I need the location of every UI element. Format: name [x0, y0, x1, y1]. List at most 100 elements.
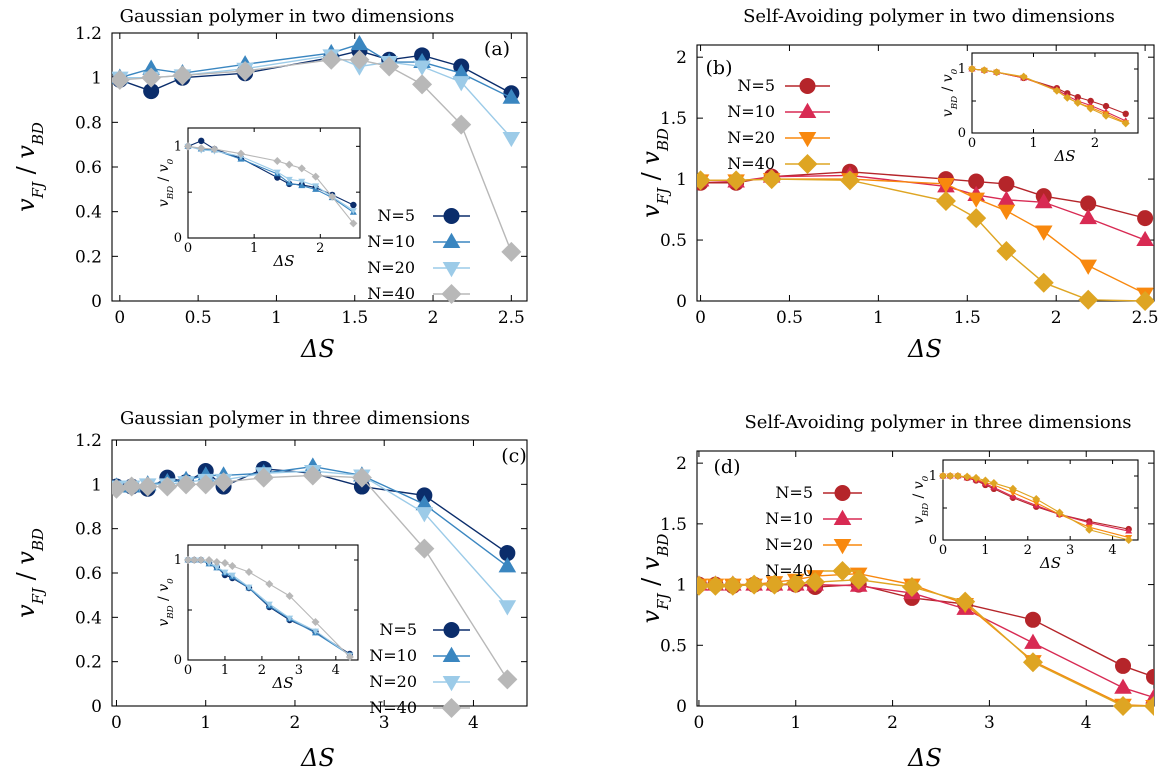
panel-b-ytick-label: 2	[676, 48, 687, 68]
panel-c-xtick-label: 3	[379, 713, 390, 733]
panel-c-inset-xlabel: ΔS	[271, 674, 293, 692]
panel-b-series-1-point	[997, 190, 1016, 206]
panel-b-series-1-line	[700, 174, 1146, 241]
panel-b-inset-series-0-point	[1102, 102, 1110, 110]
panel-a-inset-series-3-point	[311, 172, 320, 181]
panel-d-series-2-line	[698, 572, 1154, 707]
panel-a-inset: 0 1 2 0 1 ΔS vBD / v0	[156, 127, 361, 270]
panel-b-series-3-point	[1078, 289, 1099, 310]
panel-b-inset-ytick-label: 0	[958, 126, 966, 141]
panel-c-legend-marker	[442, 676, 461, 692]
panel-b-series-1-point	[1136, 230, 1154, 247]
panel-b-inset-xtick-label: 0	[968, 136, 976, 151]
panel-b-inset-ylabel: vBD / v0	[940, 68, 960, 117]
panel-d-inset-xtick-label: 0	[939, 543, 947, 558]
panel-c-xtick-label: 0	[111, 713, 122, 733]
panel-b-series-3-point	[839, 170, 860, 191]
panel-c-legend-marker	[443, 622, 460, 638]
panel-d-series-0-point	[1115, 657, 1132, 674]
panel-b-series-3-point	[996, 241, 1017, 262]
panel-c-series-3-point	[176, 474, 197, 495]
panel-a-series-0-line	[119, 50, 512, 94]
panel-d-xtick-label: 1	[790, 713, 801, 733]
panel-a-series-3-point	[349, 49, 370, 70]
panel-a-legend: N=5 N=10 N=20 N=40	[367, 206, 470, 304]
panel-b-data	[697, 163, 1154, 311]
panel-a-series-2-point	[452, 76, 471, 92]
panel-a-series-2-point	[502, 131, 521, 148]
panel-d-inset-series-3-point	[939, 472, 947, 480]
panel-c-inset-series-3-point	[311, 618, 320, 626]
panel-c-inset-series-2-point	[221, 569, 229, 576]
panel-c-title: Gaussian polymer in three dimensions	[120, 408, 470, 429]
panel-a-inset-frame	[187, 127, 361, 239]
panel-b-series-3-point	[935, 191, 956, 212]
panel-c-inset-xtick-label: 3	[295, 663, 303, 678]
panel-a-legend-marker	[442, 232, 461, 248]
panel-d-series-3-point	[764, 574, 785, 595]
panel-a-series-3-point	[451, 114, 472, 135]
panel-a-inset-series-3-point	[273, 157, 282, 165]
panel-d-inset-frame	[942, 459, 1139, 541]
panel-d-ytick-label: 1	[676, 576, 687, 596]
panel-d-legend-label: N=5	[775, 483, 813, 502]
panel-c-inset-series-3-point	[190, 556, 199, 564]
panel-a-inset-ytick-label: 1	[174, 139, 182, 154]
panel-c-legend-label: N=5	[379, 620, 417, 639]
panel-b-inset-xtick-label: 2	[1091, 136, 1099, 151]
panel-a-inset-series-3-point	[236, 149, 245, 158]
panel-a-inset-series-2-point	[312, 183, 320, 190]
panel-c-series-3-point	[414, 538, 435, 559]
panel-b-ytick-label: 1.5	[660, 109, 687, 129]
panel-b-frame	[696, 44, 1155, 302]
panel-c-legend: N=5 N=10 N=20 N=40	[369, 620, 470, 718]
panel-b-ytick-label: 0.5	[660, 231, 687, 251]
panel-c-inset-series-2-point	[228, 572, 236, 579]
panel-a-ytick-label: 1.2	[75, 24, 102, 44]
panel-d-ylabel: vFJ / vBD	[637, 534, 672, 624]
panel-d-xtick-label: 2	[887, 713, 898, 733]
panel-d-inset-series-3-point	[1124, 536, 1133, 544]
panel-d-legend-marker	[833, 539, 852, 555]
panel-b-inset-series-0-point	[1087, 97, 1094, 105]
panel-c-inset-series-2-point	[311, 628, 320, 635]
panel-b-inset-xlabel: ΔS	[1053, 147, 1075, 165]
panel-c-legend-label: N=20	[369, 672, 417, 691]
panel-b-inset-series-0-point	[1122, 110, 1129, 118]
panel-c-legend-marker	[442, 646, 461, 662]
panel-a-inset-series-0-point	[198, 137, 205, 145]
panel-a-series-0-point	[143, 83, 160, 100]
panel-b-legend-label: N=40	[727, 154, 775, 173]
panel-b-series-3-line	[700, 178, 1146, 302]
panel-d-inset-xlabel: ΔS	[1039, 554, 1061, 572]
panel-b-xtick-label: 2	[1051, 308, 1062, 328]
panel-d-legend-marker	[832, 561, 853, 581]
panel-b-legend-marker	[797, 154, 818, 174]
panel-a-xtick-label: 2	[428, 308, 439, 328]
panel-d-series-3-point	[1144, 696, 1154, 716]
panel-c-ytick-label: 0.6	[75, 564, 102, 584]
panel-b-xlabel: ΔS	[907, 335, 942, 363]
panel-d: Self-Avoiding polymer in three dimension…	[637, 412, 1155, 772]
panel-d-series-0-point	[1024, 611, 1041, 628]
panel-a-inset-ytick-label: 0	[174, 231, 182, 246]
panel-b-series-2-point	[937, 177, 955, 194]
panel-d-legend-marker	[833, 509, 852, 525]
panel-b-legend-label: N=10	[727, 102, 775, 121]
panel-a-inset-series-3-point	[184, 142, 192, 151]
panel-b-title: Self-Avoiding polymer in two dimensions	[743, 6, 1115, 27]
panel-d-legend-label: N=40	[765, 561, 813, 580]
panel-c-series-1-point	[415, 495, 434, 511]
panel-c-series-3-point	[253, 467, 274, 488]
panel-b-series-2-point	[1034, 225, 1053, 241]
panel-a-series-3-line	[119, 59, 512, 253]
panel-a: Gaussian polymer in two dimensions 0 0.5 1 1…	[12, 6, 528, 363]
panel-d-series-3-point	[785, 573, 806, 594]
panel-b-ytick-label: 0	[676, 292, 687, 312]
panel-c-xlabel: ΔS	[300, 744, 335, 772]
panel-a-xtick-label: 0.5	[185, 308, 212, 328]
panel-a-inset-series-2-line	[187, 145, 354, 211]
panel-a-inset-series-3-point	[285, 160, 294, 169]
panel-a-inset-series-2-point	[285, 176, 293, 184]
panel-a-inset-series-1-point	[298, 182, 306, 189]
